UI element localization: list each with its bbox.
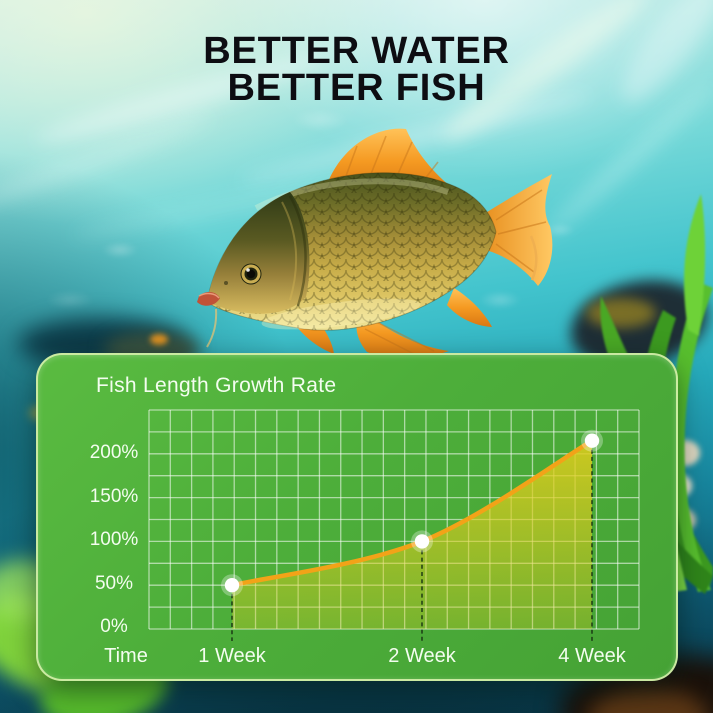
anal-fin bbox=[447, 288, 492, 327]
small-fish-blur bbox=[150, 334, 168, 345]
water-ripple bbox=[0, 106, 216, 216]
x-tick-week4: 4 Week bbox=[558, 645, 626, 667]
y-tick-200: 200% bbox=[89, 442, 139, 463]
x-axis-label: Time bbox=[104, 645, 148, 667]
fish-illustration bbox=[197, 128, 553, 358]
fish-head bbox=[207, 192, 310, 314]
y-tick-50: 50% bbox=[94, 573, 134, 594]
barbel bbox=[206, 308, 218, 348]
title-line-2: BETTER FISH bbox=[227, 67, 486, 109]
pelvic-fin bbox=[356, 308, 449, 358]
fish-mouth bbox=[197, 292, 220, 306]
growth-chart-panel: Fish Length Growth Rate 200% 150% 100% 5… bbox=[36, 353, 678, 681]
brown-rock-bottom-right bbox=[588, 688, 708, 713]
x-tick-week1: 1 Week bbox=[198, 645, 266, 667]
y-tick-150: 150% bbox=[89, 486, 139, 507]
y-tick-0: 0% bbox=[100, 616, 128, 637]
tail-filament bbox=[529, 235, 538, 281]
title-line-1: BETTER WATER bbox=[203, 30, 510, 72]
y-tick-100: 100% bbox=[89, 529, 139, 550]
x-tick-week2: 2 Week bbox=[388, 645, 456, 667]
growth-chart-plot bbox=[148, 409, 640, 641]
chart-title: Fish Length Growth Rate bbox=[96, 374, 337, 397]
gill-line bbox=[288, 195, 307, 307]
page-title: BETTER WATER BETTER FISH bbox=[0, 30, 713, 109]
